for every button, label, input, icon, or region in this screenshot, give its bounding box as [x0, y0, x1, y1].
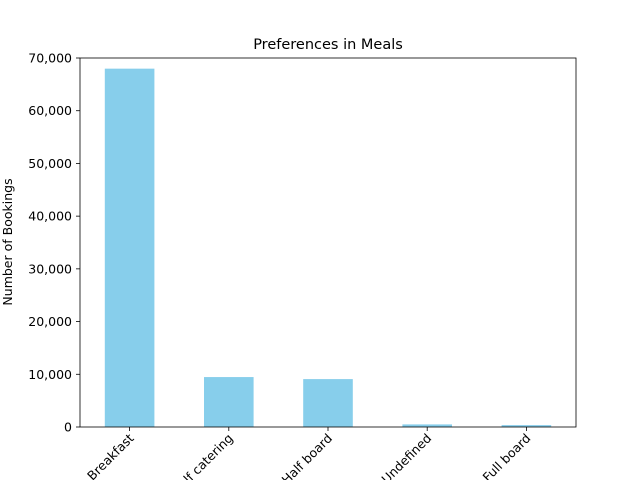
- y-tick-label-3: 30,000: [28, 261, 72, 276]
- bars-group: [104, 68, 552, 428]
- x-tick-label-0: Breakfast: [84, 430, 137, 480]
- y-tick-label-4: 40,000: [28, 209, 72, 224]
- x-tick-label-4: Full board: [479, 431, 533, 480]
- plot-area-frame: [79, 57, 577, 428]
- y-tick-label-7: 70,000: [28, 51, 72, 66]
- bar-1: [204, 377, 254, 427]
- x-axis-ticks: Breakfast Self catering Half board Undefine…: [84, 427, 534, 480]
- bar-2: [303, 379, 353, 427]
- y-tick-label-0: 0: [64, 420, 72, 435]
- chart-title: Preferences in Meals: [253, 37, 403, 53]
- y-axis-ticks: 0 10,000 20,000 30,000 40,000 50,000 60,000 70,…: [28, 51, 80, 435]
- bar-0: [104, 68, 155, 428]
- y-tick-label-6: 60,000: [28, 103, 72, 118]
- y-tick-label-1: 10,000: [28, 367, 72, 382]
- y-tick-label-5: 50,000: [28, 156, 72, 171]
- x-tick-label-2: Half board: [279, 431, 336, 480]
- x-tick-label-1: Self catering: [169, 431, 236, 480]
- x-tick-label-3: Undefined: [378, 431, 434, 480]
- y-axis-label: Number of Bookings: [0, 178, 15, 305]
- y-tick-label-2: 20,000: [28, 314, 72, 329]
- bar-4: [501, 425, 552, 427]
- bar-3: [402, 424, 452, 427]
